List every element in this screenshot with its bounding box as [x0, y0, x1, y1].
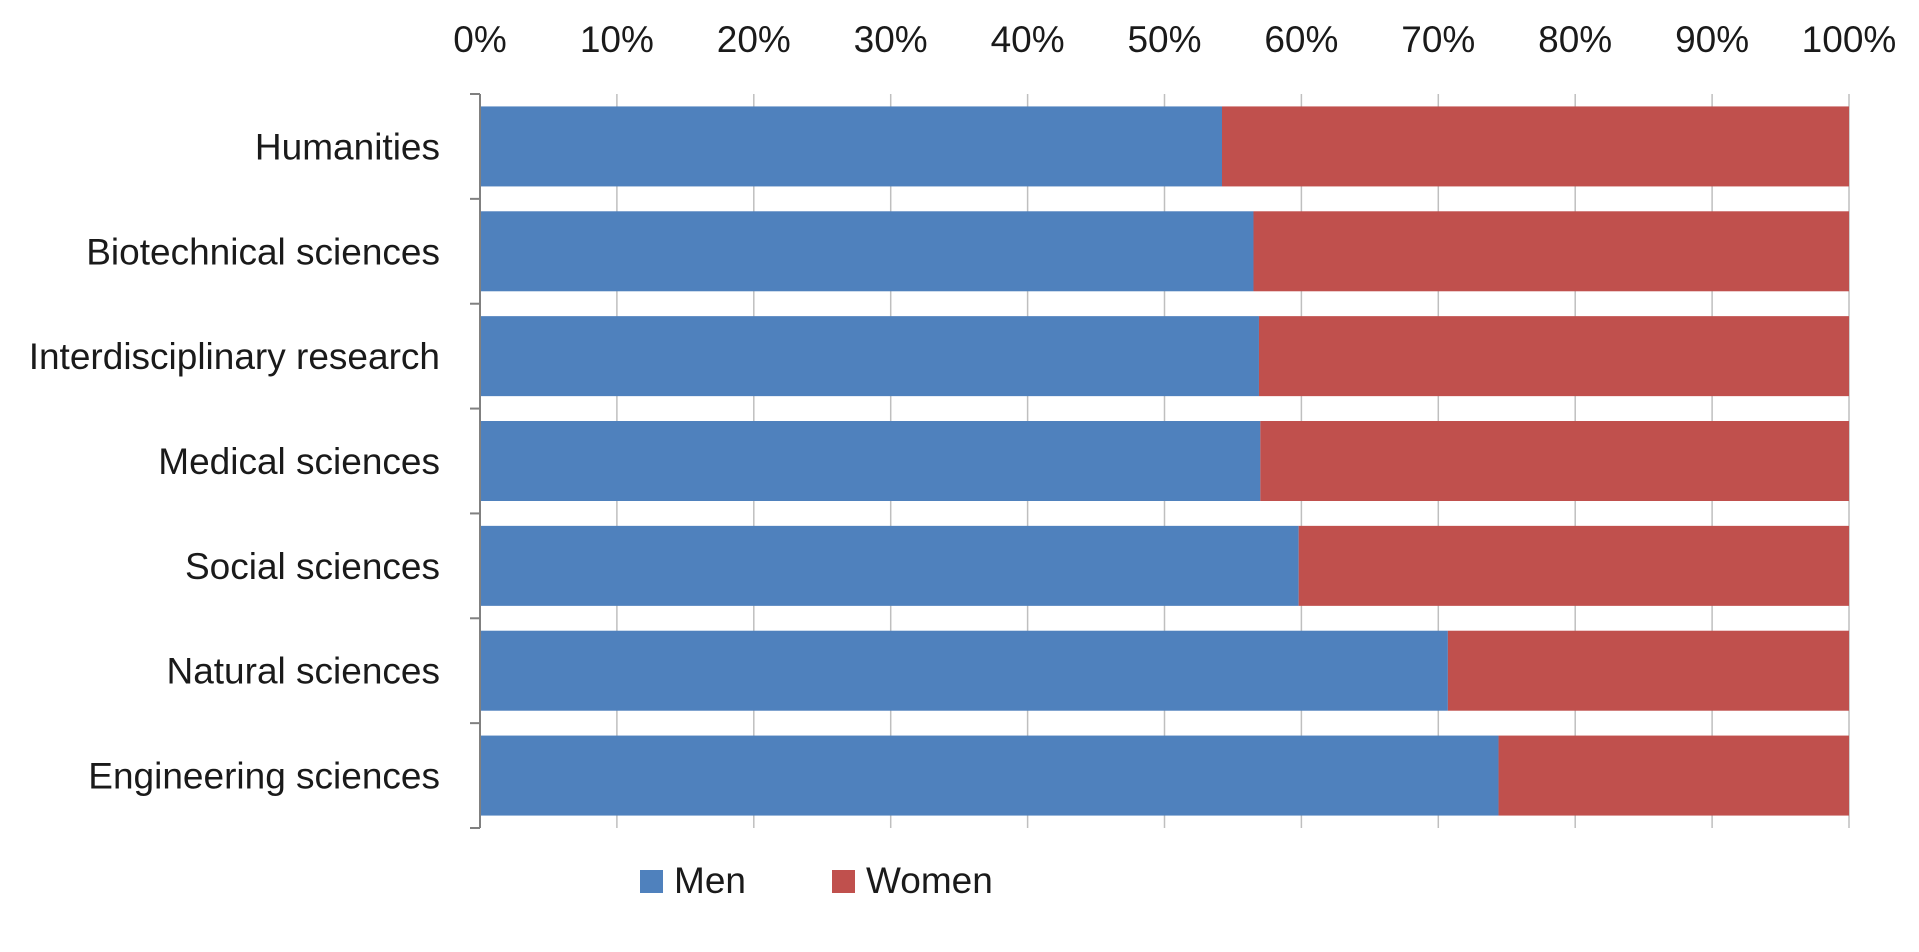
category-label: Interdisciplinary research: [29, 336, 440, 377]
category-label: Natural sciences: [166, 651, 440, 692]
category-label: Medical sciences: [158, 441, 440, 482]
x-tick-label: 70%: [1401, 19, 1475, 60]
legend: Men Women: [640, 860, 993, 901]
bar-women-0: [1221, 106, 1849, 187]
bar-men-3: [480, 421, 1261, 501]
x-tick-label: 50%: [1127, 19, 1201, 60]
x-tick-label: 40%: [991, 19, 1065, 60]
x-tick-label: 30%: [854, 19, 928, 60]
category-axis: [470, 93, 481, 829]
category-label: Humanities: [255, 126, 440, 167]
x-tick-label: 80%: [1538, 19, 1612, 60]
bar-men-5: [480, 630, 1448, 711]
x-tick-label: 0%: [453, 19, 506, 60]
bar-men-4: [480, 525, 1299, 606]
legend-swatch-men: [640, 870, 663, 893]
bar-men-0: [480, 106, 1222, 187]
category-label: Social sciences: [185, 546, 440, 587]
bar-women-3: [1260, 421, 1849, 501]
bar-women-1: [1253, 211, 1849, 292]
legend-swatch-women: [832, 870, 855, 893]
bar-men-1: [480, 211, 1254, 292]
category-label: Biotechnical sciences: [86, 231, 440, 272]
category-labels: Humanities Biotechnical sciences Interdisc…: [29, 126, 440, 796]
bar-women-6: [1498, 735, 1849, 816]
bar-women-5: [1447, 630, 1849, 711]
x-tick-label: 100%: [1802, 19, 1897, 60]
bars: [480, 106, 1849, 816]
bar-men-6: [480, 735, 1499, 816]
category-label: Engineering sciences: [88, 756, 440, 797]
x-tick-labels: 0% 10% 20% 30% 40% 50% 60% 70% 80% 90% 100%: [453, 19, 1896, 60]
bar-women-4: [1298, 525, 1849, 606]
bar-men-2: [480, 316, 1259, 397]
x-tick-label: 90%: [1675, 19, 1749, 60]
legend-label-men: Men: [674, 860, 746, 901]
bar-women-2: [1258, 316, 1849, 397]
x-tick-label: 10%: [580, 19, 654, 60]
x-tick-label: 20%: [717, 19, 791, 60]
x-tick-label: 60%: [1264, 19, 1338, 60]
legend-label-women: Women: [866, 860, 993, 901]
